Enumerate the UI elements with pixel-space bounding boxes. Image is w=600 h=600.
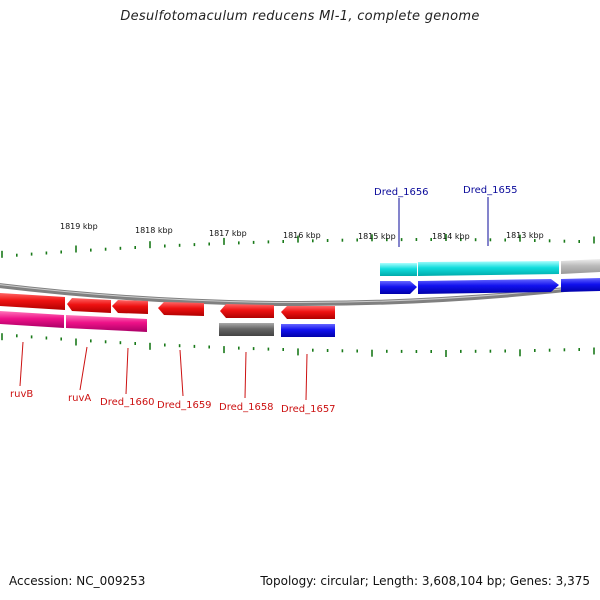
accession-text: Accession: NC_009253 bbox=[9, 574, 146, 588]
kbp-label: 1813 kbp bbox=[506, 231, 544, 240]
gene-label-dred-1656: Dred_1656 bbox=[374, 187, 429, 198]
kbp-label: 1819 kbp bbox=[60, 222, 98, 231]
kbp-label: 1815 kbp bbox=[358, 232, 396, 241]
kbp-label: 1818 kbp bbox=[135, 226, 173, 235]
genome-summary-text: Topology: circular; Length: 3,608,104 bp… bbox=[260, 574, 590, 588]
cds-feature bbox=[281, 324, 335, 337]
kbp-scale-labels: 1819 kbp 1818 kbp 1817 kbp 1816 kbp 1815… bbox=[60, 222, 544, 241]
genome-backbone bbox=[0, 283, 600, 306]
cds-feature bbox=[158, 302, 204, 316]
label-leader-line bbox=[179, 349, 184, 397]
cds-feature bbox=[67, 298, 111, 313]
cds-feature bbox=[281, 306, 335, 319]
gene-label-ruva: ruvA bbox=[68, 393, 91, 404]
cds-feature bbox=[0, 311, 64, 328]
cds-feature bbox=[561, 259, 600, 274]
kbp-label: 1816 kbp bbox=[283, 231, 321, 240]
cds-feature bbox=[112, 300, 148, 314]
cds-feature bbox=[0, 293, 65, 310]
cds-feature bbox=[66, 315, 147, 332]
cds-feature bbox=[380, 263, 417, 276]
kbp-label: 1814 kbp bbox=[432, 232, 470, 241]
inner-tick-ring bbox=[1, 333, 595, 357]
cds-feature bbox=[561, 278, 600, 292]
gene-label-dred-1659: Dred_1659 bbox=[157, 400, 212, 411]
label-leader-line bbox=[79, 346, 88, 391]
cds-feature bbox=[418, 261, 559, 276]
cds-feature bbox=[418, 279, 559, 294]
genome-backbone-highlight bbox=[0, 284, 600, 303]
gene-label-dred-1657: Dred_1657 bbox=[281, 404, 336, 415]
gene-label-dred-1658: Dred_1658 bbox=[219, 402, 274, 413]
gene-label-dred-1655: Dred_1655 bbox=[463, 185, 518, 196]
outer-tick-ring bbox=[1, 234, 595, 258]
forward-gene-labels: Dred_1656 Dred_1655 bbox=[374, 185, 518, 247]
cds-feature bbox=[220, 304, 274, 318]
label-leader-line bbox=[125, 347, 129, 395]
cds-feature bbox=[380, 281, 417, 294]
gene-label-dred-1660: Dred_1660 bbox=[100, 397, 155, 408]
label-leader-line bbox=[19, 341, 24, 387]
kbp-label: 1817 kbp bbox=[209, 229, 247, 238]
label-leader-line bbox=[244, 351, 247, 399]
gene-label-ruvb: ruvB bbox=[10, 389, 33, 400]
map-title: Desulfotomaculum reducens MI-1, complete… bbox=[120, 9, 480, 24]
reverse-strand-features bbox=[0, 293, 335, 337]
cds-feature bbox=[219, 323, 274, 336]
reverse-gene-labels: ruvB ruvA Dred_1660 Dred_1659 Dred_1658 … bbox=[10, 341, 336, 415]
forward-strand-features bbox=[380, 259, 600, 294]
label-leader-line bbox=[305, 353, 308, 401]
